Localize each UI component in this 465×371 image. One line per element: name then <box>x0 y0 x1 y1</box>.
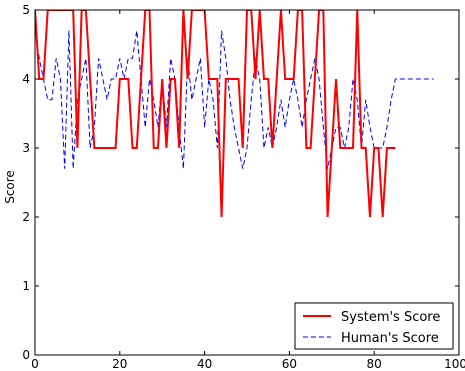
y-tick-label: 0 <box>22 348 30 362</box>
y-tick-label: 3 <box>22 141 30 155</box>
legend-label-humans-score: Human's Score <box>341 331 439 346</box>
x-tick-label: 100 <box>444 357 465 371</box>
x-tick-label: 0 <box>31 357 39 371</box>
plot-area-frame <box>34 9 460 356</box>
legend-box <box>294 302 454 350</box>
x-tick-label: 60 <box>282 357 297 371</box>
x-tick-label: 80 <box>367 357 382 371</box>
y-axis-label: Score <box>3 170 17 204</box>
y-tick-label: 4 <box>22 72 30 86</box>
y-tick-label: 5 <box>22 3 30 17</box>
legend-label-systems-score: System's Score <box>341 310 440 325</box>
series-layer <box>35 10 434 218</box>
x-tick-label: 20 <box>112 357 127 371</box>
legend: System's Score Human's Score <box>294 302 454 350</box>
series-line-humans-score <box>35 30 434 169</box>
x-axis-ticks: 0 20 40 60 80 100 <box>31 10 465 371</box>
series-line-systems-score <box>35 10 396 218</box>
y-tick-label: 2 <box>22 210 30 224</box>
y-tick-label: 1 <box>22 279 30 293</box>
y-axis-ticks: 0 1 2 3 4 5 <box>22 3 459 362</box>
x-tick-label: 40 <box>197 357 212 371</box>
